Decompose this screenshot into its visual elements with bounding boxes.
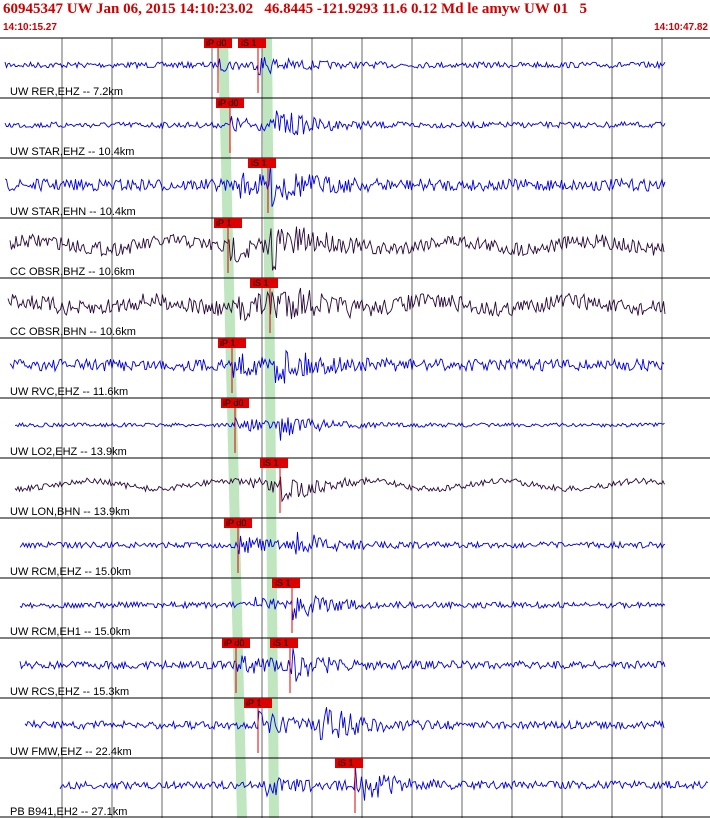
channel-label: UW RVC,EHZ -- 11.6km — [10, 386, 128, 398]
waveform-trace — [19, 594, 666, 621]
channel-label: UW RCM,EHZ -- 15.0km — [10, 566, 131, 578]
s-pick-label: iS 1 — [251, 158, 267, 168]
s-pick-flag — [335, 758, 363, 768]
channel-label: UW LO2,EHZ -- 13.9km — [10, 446, 127, 458]
channel-label: UW RCM,EH1 -- 15.0km — [10, 626, 130, 638]
channel-label: CC OBSR,BHZ -- 10.6km — [10, 266, 135, 278]
s-pick-label: iS 1 — [275, 578, 291, 588]
channel-label: UW FMW,EHZ -- 22.4km — [10, 746, 132, 758]
channel-label: PB B941,EH2 -- 27.1km — [10, 806, 127, 818]
p-pick-label: iP d0 — [224, 638, 244, 648]
p-pick-label: iP d0 — [218, 98, 238, 108]
p-pick-label: iP d0 — [206, 38, 226, 48]
s-pick-flag — [238, 38, 266, 48]
waveform-trace — [7, 287, 666, 322]
waveform-trace — [4, 161, 666, 207]
waveform-trace — [19, 647, 666, 682]
p-pick-label: iP 1 — [246, 698, 261, 708]
p-pick-flag — [222, 638, 250, 648]
s-pick-label: iS 1 — [241, 38, 257, 48]
channel-label: UW STAR,EHN -- 10.4km — [10, 206, 136, 218]
s-pick-label: iS 1 — [273, 638, 289, 648]
p-pick-label: iP 1 — [216, 218, 231, 228]
p-pick-flag — [221, 398, 249, 408]
channel-label: CC OBSR,BHN -- 10.6km — [10, 326, 136, 338]
p-pick-flag — [216, 98, 244, 108]
s-pick-flag — [250, 278, 278, 288]
p-pick-label: iP d0 — [223, 398, 243, 408]
p-pick-flag — [204, 38, 232, 48]
waveform-trace — [14, 416, 665, 441]
waveform-trace — [9, 349, 665, 384]
s-pick-flag — [248, 158, 276, 168]
waveform-trace — [4, 110, 666, 136]
s-pick-flag — [272, 578, 300, 588]
start-time: 14:10:15.27 — [3, 22, 57, 33]
channel-label: UW STAR,EHZ -- 10.4km — [10, 146, 134, 158]
waveform-trace — [9, 226, 665, 271]
channel-label: UW RCS,EHZ -- 15.3km — [10, 686, 129, 698]
s-pick-label: iS 1 — [338, 758, 354, 768]
s-pick-label: iS 1 — [263, 458, 279, 468]
waveform-trace — [14, 476, 665, 503]
channel-label: UW LON,BHN -- 13.9km — [10, 506, 130, 518]
waveform-trace — [19, 531, 666, 555]
s-pick-flag — [260, 458, 288, 468]
p-pick-label: iP 1 — [220, 338, 235, 348]
waveform-trace — [24, 707, 665, 741]
p-arrival-band — [218, 38, 247, 818]
p-pick-flag — [218, 338, 246, 348]
p-pick-label: iP d0 — [226, 518, 246, 528]
waveform-trace — [59, 767, 709, 801]
p-pick-flag — [224, 518, 252, 528]
end-time: 14:10:47.82 — [654, 22, 708, 33]
p-pick-flag — [214, 218, 242, 228]
event-header: 60945347 UW Jan 06, 2015 14:10:23.02 46.… — [3, 1, 588, 17]
s-pick-flag — [270, 638, 298, 648]
p-pick-flag — [244, 698, 272, 708]
waveform-trace — [4, 57, 666, 76]
s-pick-label: iS 1 — [253, 278, 269, 288]
channel-label: UW RER,EHZ -- 7.2km — [10, 86, 123, 98]
